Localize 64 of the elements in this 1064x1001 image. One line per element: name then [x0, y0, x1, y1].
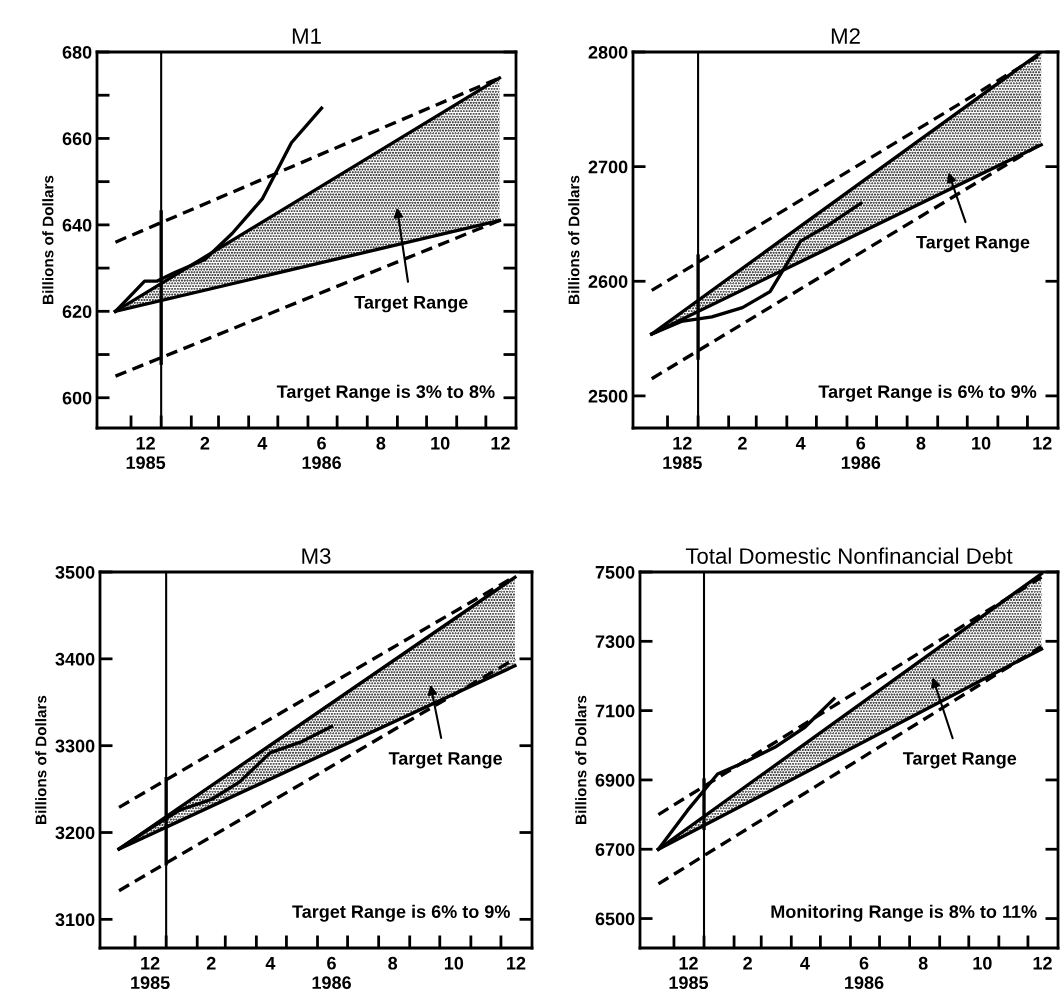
x-tick-label: 12: [507, 956, 526, 970]
x-tick-label: 2: [738, 436, 747, 450]
x-tick-label: 10: [972, 436, 991, 450]
chart-title: M2: [831, 28, 860, 44]
x-tick-label: 12: [491, 436, 510, 450]
x-tick-label: 12 1985: [126, 436, 166, 470]
y-axis-title: Billions of Dollars: [35, 695, 47, 824]
annotation: Target Range: [902, 752, 1017, 769]
x-tick-label: 12 1985: [131, 956, 170, 990]
y-tick-label: 2700: [588, 160, 628, 174]
y-tick-label: 6500: [595, 912, 635, 926]
y-tick-label: 2800: [588, 45, 628, 59]
y-tick-label: 6700: [595, 843, 635, 856]
x-tick-label: 4: [795, 437, 806, 450]
x-tick-label: 8: [388, 956, 398, 970]
x-tick-label: 6 1986: [845, 956, 884, 990]
x-tick-label: 8: [376, 436, 386, 450]
x-tick-label: 8: [918, 956, 928, 970]
annotation: Target Range: [354, 296, 468, 313]
annotation: Monitoring Range is 8% to 11%: [771, 904, 1037, 922]
y-tick-label: 3100: [55, 913, 95, 927]
x-tick-label: 6 1986: [841, 436, 881, 470]
chart-title: M1: [292, 28, 321, 44]
x-tick-label: 4: [800, 957, 810, 970]
y-axis-title: Billions of Dollars: [42, 175, 54, 304]
x-tick-label: 10: [444, 956, 464, 970]
x-tick-label: 2: [743, 956, 752, 970]
y-tick-label: 6900: [595, 773, 635, 787]
y-tick-label: 7500: [595, 565, 635, 579]
y-tick-label: 640: [62, 218, 92, 232]
y-tick-label: 660: [62, 132, 92, 146]
x-tick-label: 4: [265, 957, 276, 970]
x-tick-label: 10: [973, 956, 992, 970]
x-tick-label: 10: [431, 436, 450, 450]
y-tick-label: 7300: [595, 635, 635, 649]
y-tick-label: 3200: [55, 826, 95, 840]
y-tick-label: 2600: [588, 275, 628, 288]
y-tick-label: 620: [62, 305, 92, 319]
y-axis-title: Billions of Dollars: [575, 695, 587, 824]
chart-title: M3: [302, 548, 331, 564]
x-tick-label: 12: [1033, 436, 1052, 450]
x-tick-label: 8: [916, 436, 926, 450]
y-tick-label: 7100: [595, 704, 635, 718]
y-tick-label: 3300: [55, 739, 95, 753]
y-tick-label: 2500: [588, 389, 628, 403]
x-tick-label: 6 1986: [302, 436, 341, 470]
x-tick-label: 2: [206, 956, 216, 970]
y-tick-label: 680: [62, 45, 92, 59]
annotation: Target Range is 6% to 9%: [818, 384, 1037, 402]
x-tick-label: 12 1985: [663, 436, 702, 470]
x-tick-label: 2: [200, 436, 210, 450]
annotation: Target Range: [388, 752, 503, 769]
y-tick-label: 3400: [55, 652, 95, 666]
y-axis-title: Billions of Dollars: [568, 175, 580, 304]
x-tick-label: 4: [257, 437, 268, 450]
y-tick-label: 600: [62, 391, 92, 405]
x-tick-label: 6 1986: [312, 956, 351, 990]
annotation: Target Range: [916, 235, 1030, 253]
annotation: Target Range is 6% to 9%: [292, 904, 510, 922]
x-tick-label: 12 1985: [669, 956, 709, 990]
annotation: Target Range is 3% to 8%: [276, 384, 495, 402]
y-tick-label: 3500: [55, 565, 95, 579]
chart-title: Total Domestic Nonfinancial Debt: [685, 547, 1013, 564]
x-tick-label: 12: [1033, 956, 1052, 970]
